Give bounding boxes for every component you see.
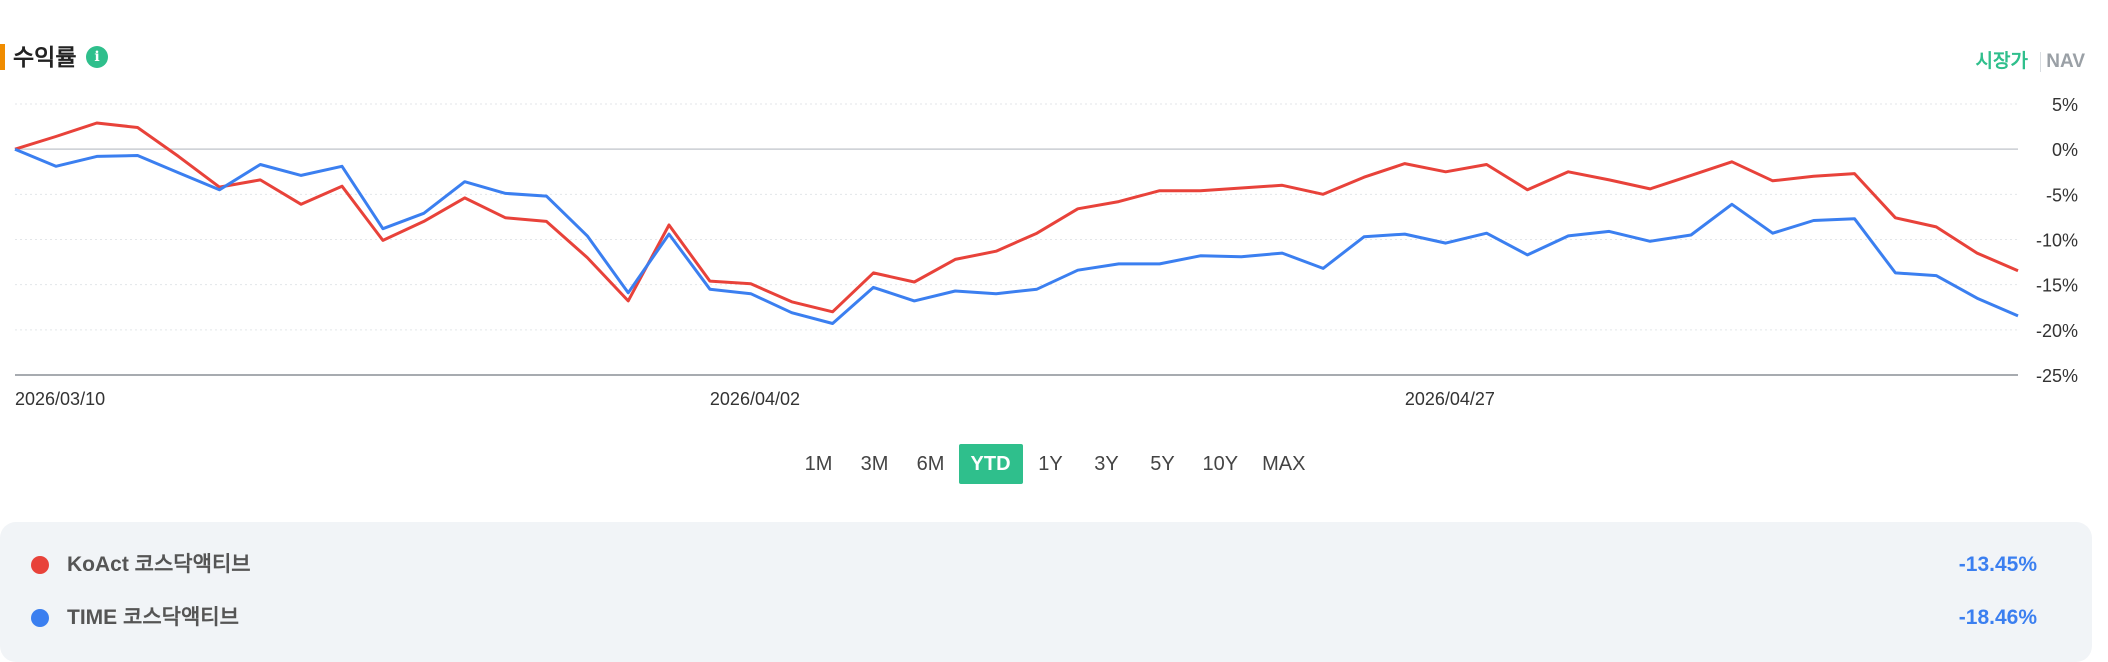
- toggle-divider: [2040, 52, 2041, 72]
- x-tick-label: 2026/04/02: [710, 389, 800, 409]
- time-color-dot: [31, 609, 49, 627]
- range-button-3m[interactable]: 3M: [860, 453, 889, 475]
- legend-name: KoAct 코스닥액티브: [67, 553, 251, 576]
- y-tick-label: -15%: [2036, 276, 2078, 296]
- y-tick-label: -20%: [2036, 321, 2078, 341]
- title-accent-bar: [0, 44, 5, 70]
- legend-return-value: -18.46%: [1958, 606, 2037, 629]
- toggle-nav[interactable]: NAV: [2046, 51, 2085, 72]
- legend-item-time: TIME 코스닥액티브 -18.46%: [0, 598, 2092, 638]
- legend-return-value: -13.45%: [1958, 553, 2037, 576]
- range-button-1m[interactable]: 1M: [804, 453, 833, 475]
- legend-panel: KoAct 코스닥액티브 -13.45% TIME 코스닥액티브 -18.46%: [0, 522, 2092, 662]
- info-icon[interactable]: i: [86, 46, 108, 68]
- page-title: 수익률: [13, 44, 77, 70]
- grid-layer: 5% 0% -5% -10% -15% -20% -25%: [15, 95, 2078, 386]
- y-tick-label: -25%: [2036, 366, 2078, 386]
- koact-color-dot: [31, 556, 49, 574]
- x-axis-labels: 2026/03/10 2026/04/02 2026/04/27: [15, 389, 1495, 409]
- y-tick-label: -10%: [2036, 231, 2078, 251]
- series-layer: [14, 121, 2019, 325]
- legend-item-koact: KoAct 코스닥액티브 -13.45%: [0, 545, 2092, 585]
- series-line-koact: [14, 121, 2019, 314]
- range-button-10y[interactable]: 10Y: [1202, 453, 1239, 475]
- range-selector: 1M 3M 6M YTD 1Y 3Y 5Y 10Y MAX: [0, 444, 2108, 484]
- legend-name: TIME 코스닥액티브: [67, 606, 239, 629]
- range-button-max[interactable]: MAX: [1262, 453, 1306, 475]
- y-tick-label: 5%: [2052, 95, 2078, 115]
- range-button-5y[interactable]: 5Y: [1150, 453, 1175, 475]
- range-button-6m[interactable]: 6M: [916, 453, 945, 475]
- x-tick-label: 2026/04/27: [1405, 389, 1495, 409]
- range-button-ytd[interactable]: YTD: [958, 444, 1023, 484]
- toggle-market-price[interactable]: 시장가: [1975, 51, 2028, 72]
- range-button-3y[interactable]: 3Y: [1094, 453, 1119, 475]
- x-tick-label: 2026/03/10: [15, 389, 105, 409]
- y-tick-label: 0%: [2052, 140, 2078, 160]
- returns-line-chart: 5%0%-5%-10%-15%-20%-25% 2026/03/10 2026/0…: [14, 95, 2078, 409]
- series-line-time: [14, 147, 2019, 325]
- y-tick-label: -5%: [2046, 185, 2078, 205]
- range-button-1y[interactable]: 1Y: [1038, 453, 1063, 475]
